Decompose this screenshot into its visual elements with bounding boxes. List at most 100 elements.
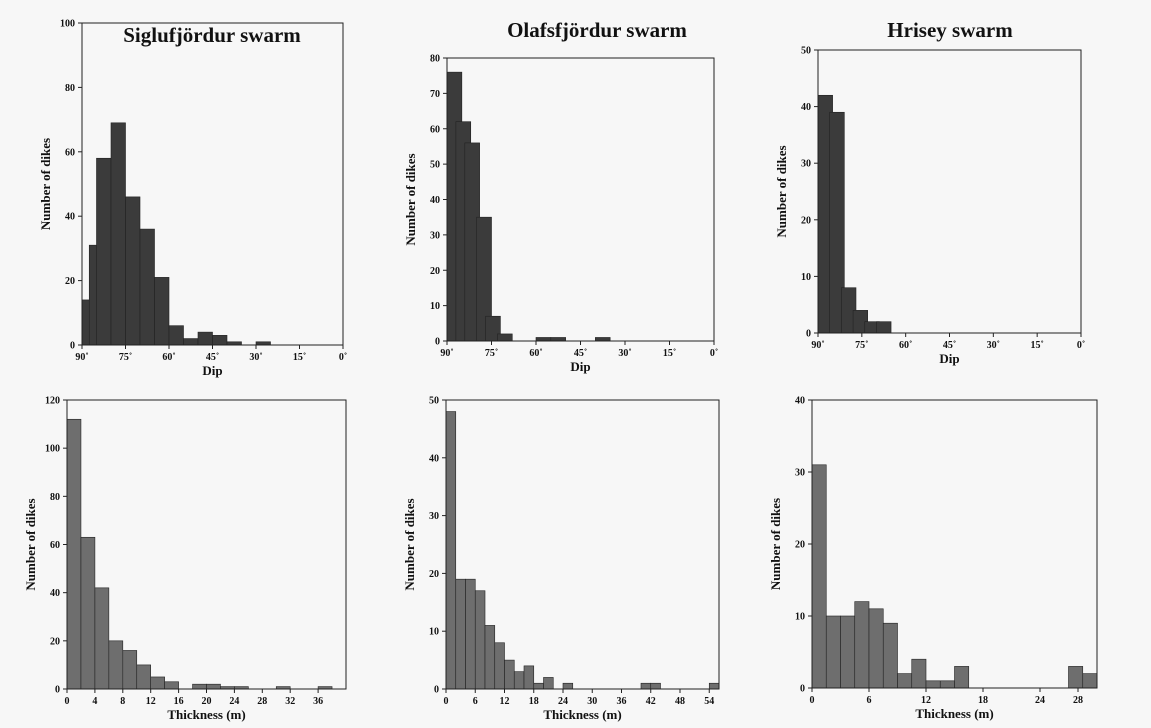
histogram-bar — [876, 321, 892, 334]
x-tick-label: 45˚ — [206, 352, 219, 363]
chart-panel-4: 0 20 40 60 80 100 120 0 4 8 12 16 20 24 28 32 36 Thicknes… — [23, 396, 347, 722]
histogram-bar — [650, 682, 661, 690]
x-tick-label: 42 — [646, 696, 656, 707]
histogram-bar — [125, 196, 141, 346]
plot-frame — [445, 399, 720, 690]
histogram-bar — [1082, 673, 1098, 689]
y-axis-title: Number of dikes — [38, 138, 53, 230]
x-tick-label: 48 — [675, 696, 685, 707]
x-tick-label: 12 — [921, 695, 931, 706]
y-tick-label: 50 — [430, 160, 440, 171]
histogram-bar — [212, 335, 228, 346]
x-tick-label: 90˚ — [440, 348, 453, 359]
x-tick-label: 30˚ — [987, 340, 1000, 351]
y-tick-label: 0 — [800, 684, 805, 695]
x-tick-label: 24 — [558, 696, 568, 707]
x-tick-label: 12 — [500, 696, 510, 707]
x-tick-label: 90˚ — [75, 352, 88, 363]
x-tick-label: 18 — [978, 695, 988, 706]
x-axis-title: Thickness (m) — [167, 707, 245, 722]
histogram-bar — [206, 683, 221, 690]
x-tick-label: 8 — [120, 696, 125, 707]
histogram-bar — [1068, 666, 1084, 689]
y-tick-label: 50 — [429, 396, 439, 407]
y-tick-label: 80 — [65, 83, 75, 94]
x-tick-label: 30 — [587, 696, 597, 707]
y-tick-label: 0 — [435, 337, 440, 348]
x-tick-label: 75˚ — [119, 352, 132, 363]
chart-title: Olafsfjördur swarm — [507, 18, 687, 42]
y-tick-label: 20 — [795, 540, 805, 551]
histogram-bar — [708, 682, 720, 690]
histogram-bar — [80, 536, 96, 690]
histogram-bar — [595, 337, 611, 342]
histogram-bar — [455, 578, 466, 690]
histogram-bar — [882, 622, 898, 689]
x-axis-title: Thickness (m) — [915, 706, 993, 721]
y-tick-label: 40 — [430, 195, 440, 206]
x-tick-label: 15˚ — [663, 348, 676, 359]
x-tick-label: 4 — [92, 696, 97, 707]
histogram-bar — [197, 331, 213, 346]
x-axis-title: Thickness (m) — [543, 707, 621, 722]
histogram-bar — [504, 659, 515, 690]
y-tick-label: 70 — [430, 89, 440, 100]
x-tick-label: 6 — [473, 696, 478, 707]
histogram-bar — [513, 671, 525, 690]
histogram-bar — [108, 640, 124, 690]
histogram-bar — [897, 673, 913, 689]
x-tick-label: 0 — [810, 695, 815, 706]
histogram-bar — [164, 681, 179, 690]
histogram-bar — [183, 338, 199, 346]
x-axis-title: Dip — [570, 359, 590, 374]
plot-frame — [817, 49, 1082, 334]
y-axis-title: Number of dikes — [768, 498, 783, 590]
x-tick-label: 20 — [202, 696, 212, 707]
x-tick-label: 60˚ — [162, 352, 175, 363]
histogram-bar — [840, 615, 856, 689]
y-tick-label: 20 — [50, 636, 60, 647]
y-tick-label: 120 — [45, 396, 60, 407]
y-tick-label: 10 — [429, 627, 439, 638]
y-tick-label: 0 — [434, 685, 439, 696]
histogram-bar — [122, 650, 138, 690]
chart-panel-6: 0 10 20 30 40 0 6 12 18 24 28 Thickness (m) Number o… — [768, 396, 1098, 721]
histogram-bar — [66, 418, 82, 690]
x-tick-label: 0˚ — [1077, 340, 1085, 351]
histogram-bar — [925, 680, 941, 689]
x-tick-label: 54 — [704, 696, 714, 707]
y-tick-label: 30 — [795, 468, 805, 479]
histogram-bar — [562, 682, 574, 690]
x-tick-label: 0 — [444, 696, 449, 707]
x-tick-label: 90˚ — [811, 340, 824, 351]
x-tick-label: 36 — [617, 696, 627, 707]
histogram-bar — [825, 615, 841, 689]
histogram-bar — [154, 277, 170, 346]
chart-title: Siglufjördur swarm — [123, 23, 301, 47]
histogram-bar — [640, 682, 652, 690]
chart-title: Hrisey swarm — [887, 18, 1013, 42]
histogram-bar — [939, 680, 955, 689]
y-tick-label: 40 — [65, 212, 75, 223]
histogram-bar — [484, 625, 496, 690]
histogram-bar — [110, 122, 126, 346]
histogram-bar — [445, 411, 457, 690]
x-tick-label: 60˚ — [529, 348, 542, 359]
histogram-bar — [550, 337, 566, 342]
histogram-bar — [168, 325, 184, 346]
x-tick-label: 28 — [1073, 695, 1083, 706]
y-axis-title: Number of dikes — [23, 498, 38, 590]
chart-panel-3: 0 10 20 30 40 50 90˚ 75˚ 60˚ 45˚ 30˚ 15˚ 0˚ Dip Number… — [774, 18, 1085, 366]
histogram-bar — [868, 608, 884, 689]
y-tick-label: 50 — [801, 46, 811, 57]
y-axis-title: Number of dikes — [402, 498, 417, 590]
x-tick-label: 30˚ — [618, 348, 631, 359]
y-tick-label: 40 — [795, 396, 805, 407]
x-tick-label: 15˚ — [293, 352, 306, 363]
y-tick-label: 80 — [50, 492, 60, 503]
y-tick-label: 60 — [65, 147, 75, 158]
x-tick-label: 28 — [257, 696, 267, 707]
x-tick-label: 75˚ — [855, 340, 868, 351]
x-tick-label: 60˚ — [899, 340, 912, 351]
